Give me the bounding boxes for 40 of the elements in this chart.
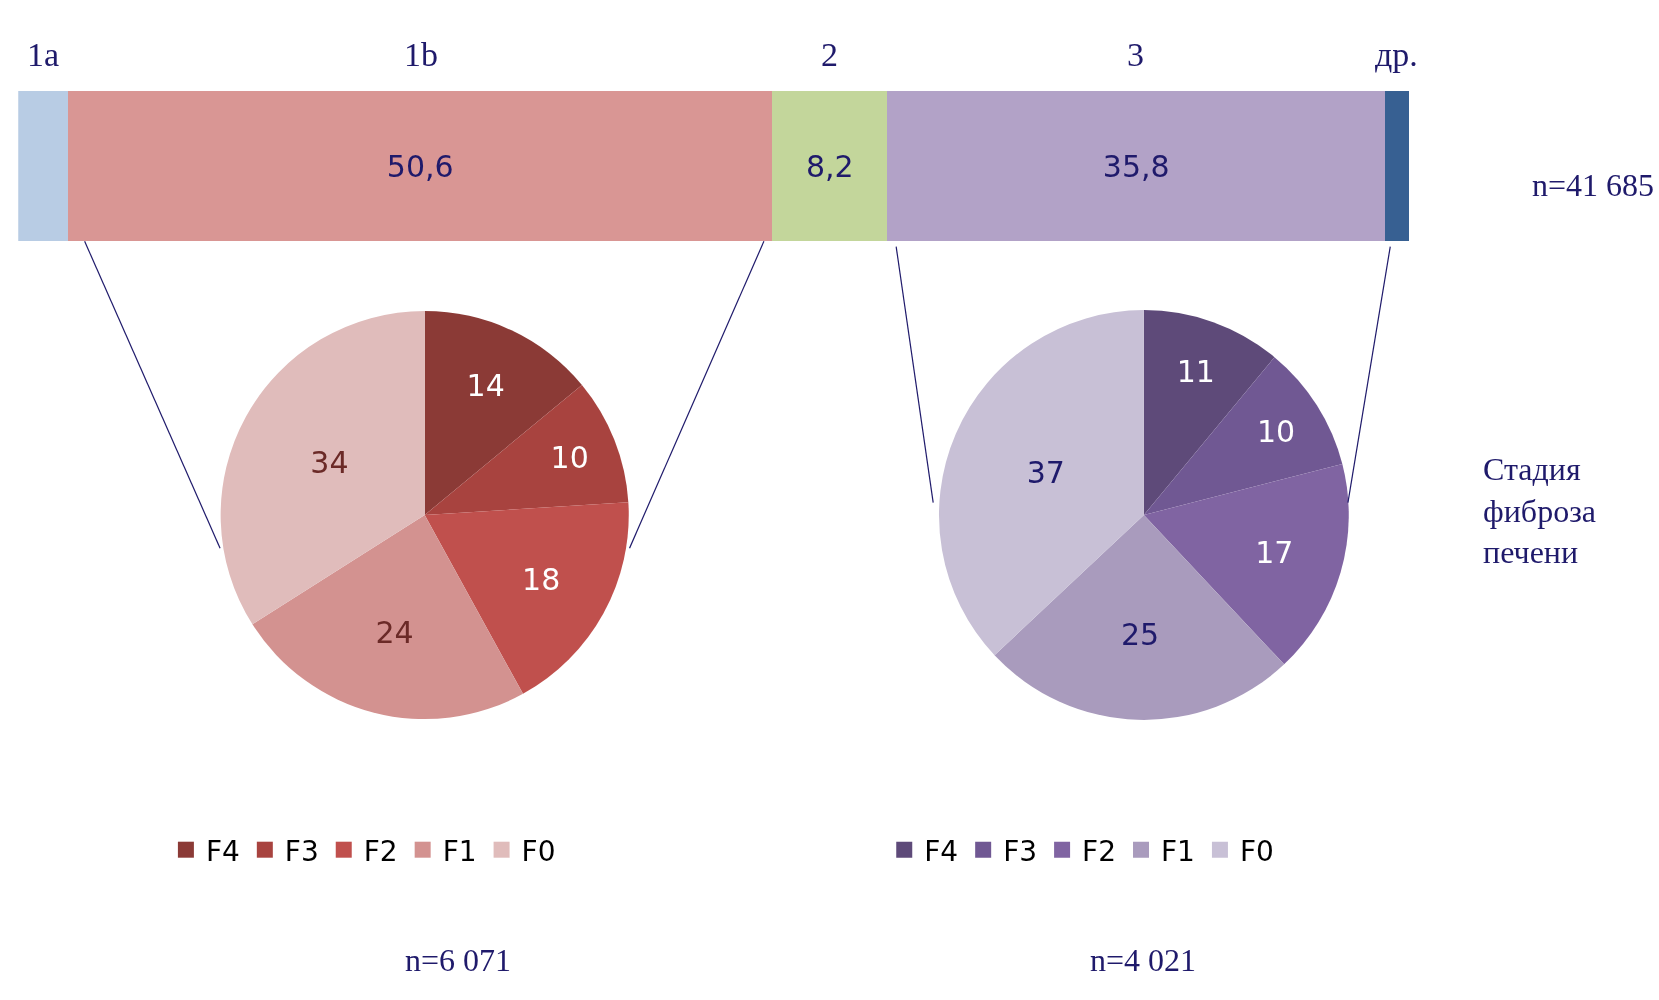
legend-label: F2 [363, 834, 398, 868]
legend-label: F2 [1082, 834, 1117, 868]
legend-label: F1 [1161, 834, 1195, 868]
legend-label: F3 [1003, 834, 1038, 868]
data-label: 25 [1121, 617, 1160, 653]
data-label: 11 [1176, 353, 1215, 389]
series-label: 2 [821, 36, 838, 73]
pie-slice [424, 502, 629, 694]
legend-label: F4 [205, 834, 240, 868]
legend-label: F3 [284, 834, 319, 868]
data-label: 10 [1256, 413, 1296, 449]
data-label: 34 [310, 445, 349, 481]
text: n=41 685 [1532, 167, 1655, 203]
text: n=4 021 [1090, 942, 1197, 978]
pie-slice [1143, 357, 1343, 515]
series-label: 1b [404, 36, 438, 73]
data-label: 24 [375, 614, 414, 650]
text: n=6 071 [405, 942, 512, 978]
series-label: др. [1375, 36, 1418, 73]
data-label: 50,6 [386, 148, 454, 184]
bar [887, 91, 1386, 241]
legend-label: F4 [924, 834, 959, 868]
data-label: 35,8 [1102, 148, 1170, 184]
data-label: 10 [550, 440, 589, 476]
text: Стадия фиброза печени [1483, 451, 1596, 571]
data-label: 37 [1026, 455, 1065, 491]
data-label: 8,2 [805, 148, 854, 184]
data-label: 17 [1255, 535, 1294, 571]
bar [18, 91, 69, 241]
legend-label: F1 [442, 834, 477, 868]
bar [772, 91, 888, 241]
data-label: 14 [466, 368, 505, 403]
data-label: 18 [522, 561, 561, 597]
legend-label: F0 [1239, 834, 1274, 868]
legend-label: F0 [521, 834, 556, 868]
series-label: 3 [1127, 36, 1144, 73]
bar [68, 91, 773, 241]
series-label: 1a [27, 36, 60, 73]
pie-slice [252, 515, 524, 720]
bar [1385, 91, 1410, 241]
